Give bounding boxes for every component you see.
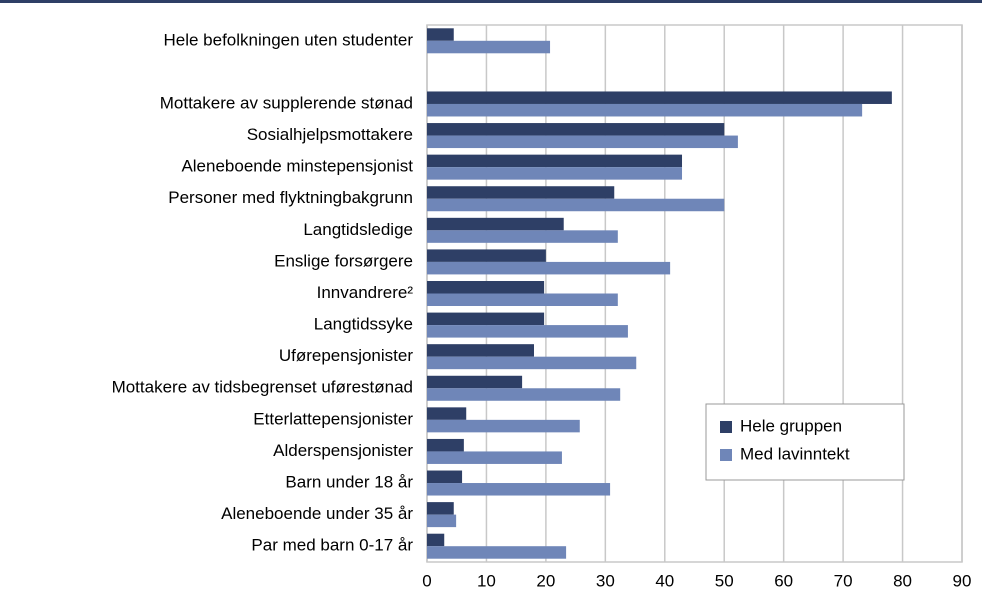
legend-box	[705, 403, 905, 481]
bar	[427, 186, 615, 199]
x-tick-label: 0	[422, 571, 431, 590]
x-tick-label: 60	[774, 571, 793, 590]
y-tick-label: Personer med flyktningbakgrunn	[168, 188, 413, 207]
bar	[427, 388, 621, 401]
bar	[427, 293, 618, 306]
bar	[427, 407, 467, 420]
bar	[427, 154, 683, 168]
y-tick-label: Alderspensjonister	[273, 441, 413, 460]
legend-swatch	[720, 449, 732, 461]
legend-label: Med lavinntekt	[740, 444, 850, 463]
legend-swatch	[720, 421, 732, 433]
y-tick-label: Barn under 18 år	[285, 473, 413, 492]
bar	[427, 356, 637, 370]
bar	[427, 325, 628, 338]
bar	[427, 28, 454, 41]
bar	[427, 167, 683, 180]
bar	[427, 230, 618, 243]
top-rule	[0, 0, 982, 3]
bar	[427, 261, 671, 275]
y-tick-label: Mottakere av tidsbegrenset uførestønad	[112, 378, 413, 397]
y-tick-label: Par med barn 0-17 år	[251, 536, 413, 555]
x-tick-label: 50	[715, 571, 734, 590]
x-tick-label: 40	[655, 571, 674, 590]
x-tick-label: 80	[893, 571, 912, 590]
bar	[427, 419, 580, 433]
bar	[427, 217, 564, 231]
bar	[427, 533, 445, 547]
y-tick-label: Langtidssyke	[314, 315, 413, 334]
bar	[427, 344, 534, 357]
bar	[427, 40, 551, 54]
bar	[427, 249, 546, 262]
bar	[427, 281, 545, 294]
bar	[427, 375, 523, 389]
bar	[427, 123, 725, 136]
bar	[427, 514, 457, 528]
y-tick-label: Innvandrere²	[317, 283, 414, 302]
bar	[427, 483, 611, 496]
bar	[427, 198, 725, 212]
x-tick-label: 30	[596, 571, 615, 590]
bar	[427, 470, 463, 484]
y-tick-label: Langtidsledige	[303, 220, 413, 239]
y-tick-label: Sosialhjelpsmottakere	[247, 125, 413, 144]
bar	[427, 502, 454, 515]
bar	[427, 103, 863, 117]
bar	[427, 451, 562, 464]
bar	[427, 91, 892, 104]
y-tick-label: Uførepensjonister	[279, 346, 414, 365]
y-tick-label: Hele befolkningen uten studenter	[163, 30, 413, 49]
bar	[427, 312, 545, 326]
x-tick-label: 10	[477, 571, 496, 590]
x-tick-label: 70	[834, 571, 853, 590]
y-tick-label: Enslige forsørgere	[274, 251, 413, 270]
legend-label: Hele gruppen	[740, 416, 842, 435]
y-tick-label: Aleneboende minstepensjonist	[181, 157, 413, 176]
x-tick-label: 90	[953, 571, 972, 590]
bar	[427, 135, 738, 149]
y-tick-label: Mottakere av supplerende stønad	[160, 93, 413, 112]
bar	[427, 438, 464, 452]
x-tick-label: 20	[536, 571, 555, 590]
bar	[427, 546, 567, 559]
y-tick-label: Aleneboende under 35 år	[221, 504, 413, 523]
y-tick-label: Etterlattepensjonister	[253, 409, 413, 428]
